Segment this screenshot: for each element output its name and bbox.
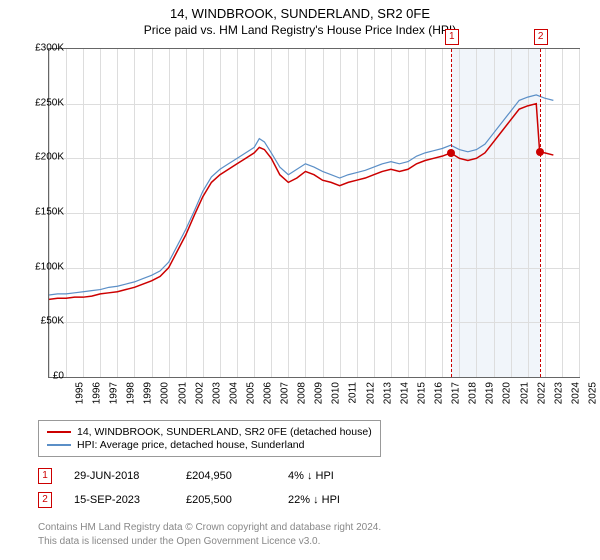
line-plot — [49, 49, 579, 377]
marker-box-2: 2 — [534, 29, 548, 45]
x-tick-label: 2006 — [262, 382, 273, 404]
sale-delta: 4% ↓ HPI — [288, 470, 334, 482]
sale-delta: 22% ↓ HPI — [288, 494, 340, 506]
x-tick-label: 2017 — [450, 382, 461, 404]
sale-row-2: 2 15-SEP-2023 £205,500 22% ↓ HPI — [38, 492, 340, 508]
y-tick-label: £50K — [20, 316, 64, 327]
x-tick-label: 1995 — [74, 382, 85, 404]
y-tick-label: £250K — [20, 97, 64, 108]
chart-container: 14, WINDBROOK, SUNDERLAND, SR2 0FE Price… — [0, 0, 600, 560]
plot-area: 12 — [48, 48, 580, 378]
x-tick-label: 2022 — [536, 382, 547, 404]
x-tick-label: 2024 — [570, 382, 581, 404]
legend-item: 14, WINDBROOK, SUNDERLAND, SR2 0FE (deta… — [47, 426, 372, 438]
x-tick-label: 2023 — [553, 382, 564, 404]
x-tick-label: 2003 — [211, 382, 222, 404]
sale-marker-2: 2 — [38, 492, 52, 508]
footnote-2: This data is licensed under the Open Gov… — [38, 536, 320, 547]
x-tick-label: 2018 — [467, 382, 478, 404]
x-tick-label: 2009 — [314, 382, 325, 404]
x-tick-label: 2020 — [502, 382, 513, 404]
x-tick-label: 2000 — [160, 382, 171, 404]
x-tick-label: 2025 — [587, 382, 598, 404]
x-tick-label: 2019 — [485, 382, 496, 404]
x-tick-label: 1999 — [143, 382, 154, 404]
x-tick-label: 2016 — [433, 382, 444, 404]
x-tick-label: 2015 — [416, 382, 427, 404]
x-tick-label: 2012 — [365, 382, 376, 404]
chart-subtitle: Price paid vs. HM Land Registry's House … — [0, 21, 600, 37]
marker-box-1: 1 — [445, 29, 459, 45]
x-tick-label: 2013 — [382, 382, 393, 404]
sale-row-1: 1 29-JUN-2018 £204,950 4% ↓ HPI — [38, 468, 334, 484]
x-tick-label: 2021 — [519, 382, 530, 404]
legend-item: HPI: Average price, detached house, Sund… — [47, 439, 372, 451]
sale-marker-1: 1 — [38, 468, 52, 484]
x-tick-label: 1996 — [91, 382, 102, 404]
x-tick-label: 2008 — [297, 382, 308, 404]
x-tick-label: 2002 — [194, 382, 205, 404]
x-tick-label: 2014 — [399, 382, 410, 404]
x-tick-label: 1998 — [126, 382, 137, 404]
sale-date: 29-JUN-2018 — [74, 470, 164, 482]
x-tick-label: 2007 — [279, 382, 290, 404]
x-tick-label: 2004 — [228, 382, 239, 404]
x-tick-label: 2011 — [347, 382, 358, 404]
y-tick-label: £100K — [20, 261, 64, 272]
sale-date: 15-SEP-2023 — [74, 494, 164, 506]
legend: 14, WINDBROOK, SUNDERLAND, SR2 0FE (deta… — [38, 420, 381, 457]
footnote-1: Contains HM Land Registry data © Crown c… — [38, 522, 381, 533]
x-tick-label: 2010 — [331, 382, 342, 404]
sale-price: £204,950 — [186, 470, 266, 482]
y-tick-label: £200K — [20, 152, 64, 163]
chart-title: 14, WINDBROOK, SUNDERLAND, SR2 0FE — [0, 0, 600, 21]
sale-price: £205,500 — [186, 494, 266, 506]
y-tick-label: £0 — [20, 371, 64, 382]
x-tick-label: 2001 — [177, 382, 188, 404]
x-tick-label: 1997 — [108, 382, 119, 404]
y-tick-label: £300K — [20, 43, 64, 54]
x-tick-label: 2005 — [245, 382, 256, 404]
y-tick-label: £150K — [20, 207, 64, 218]
